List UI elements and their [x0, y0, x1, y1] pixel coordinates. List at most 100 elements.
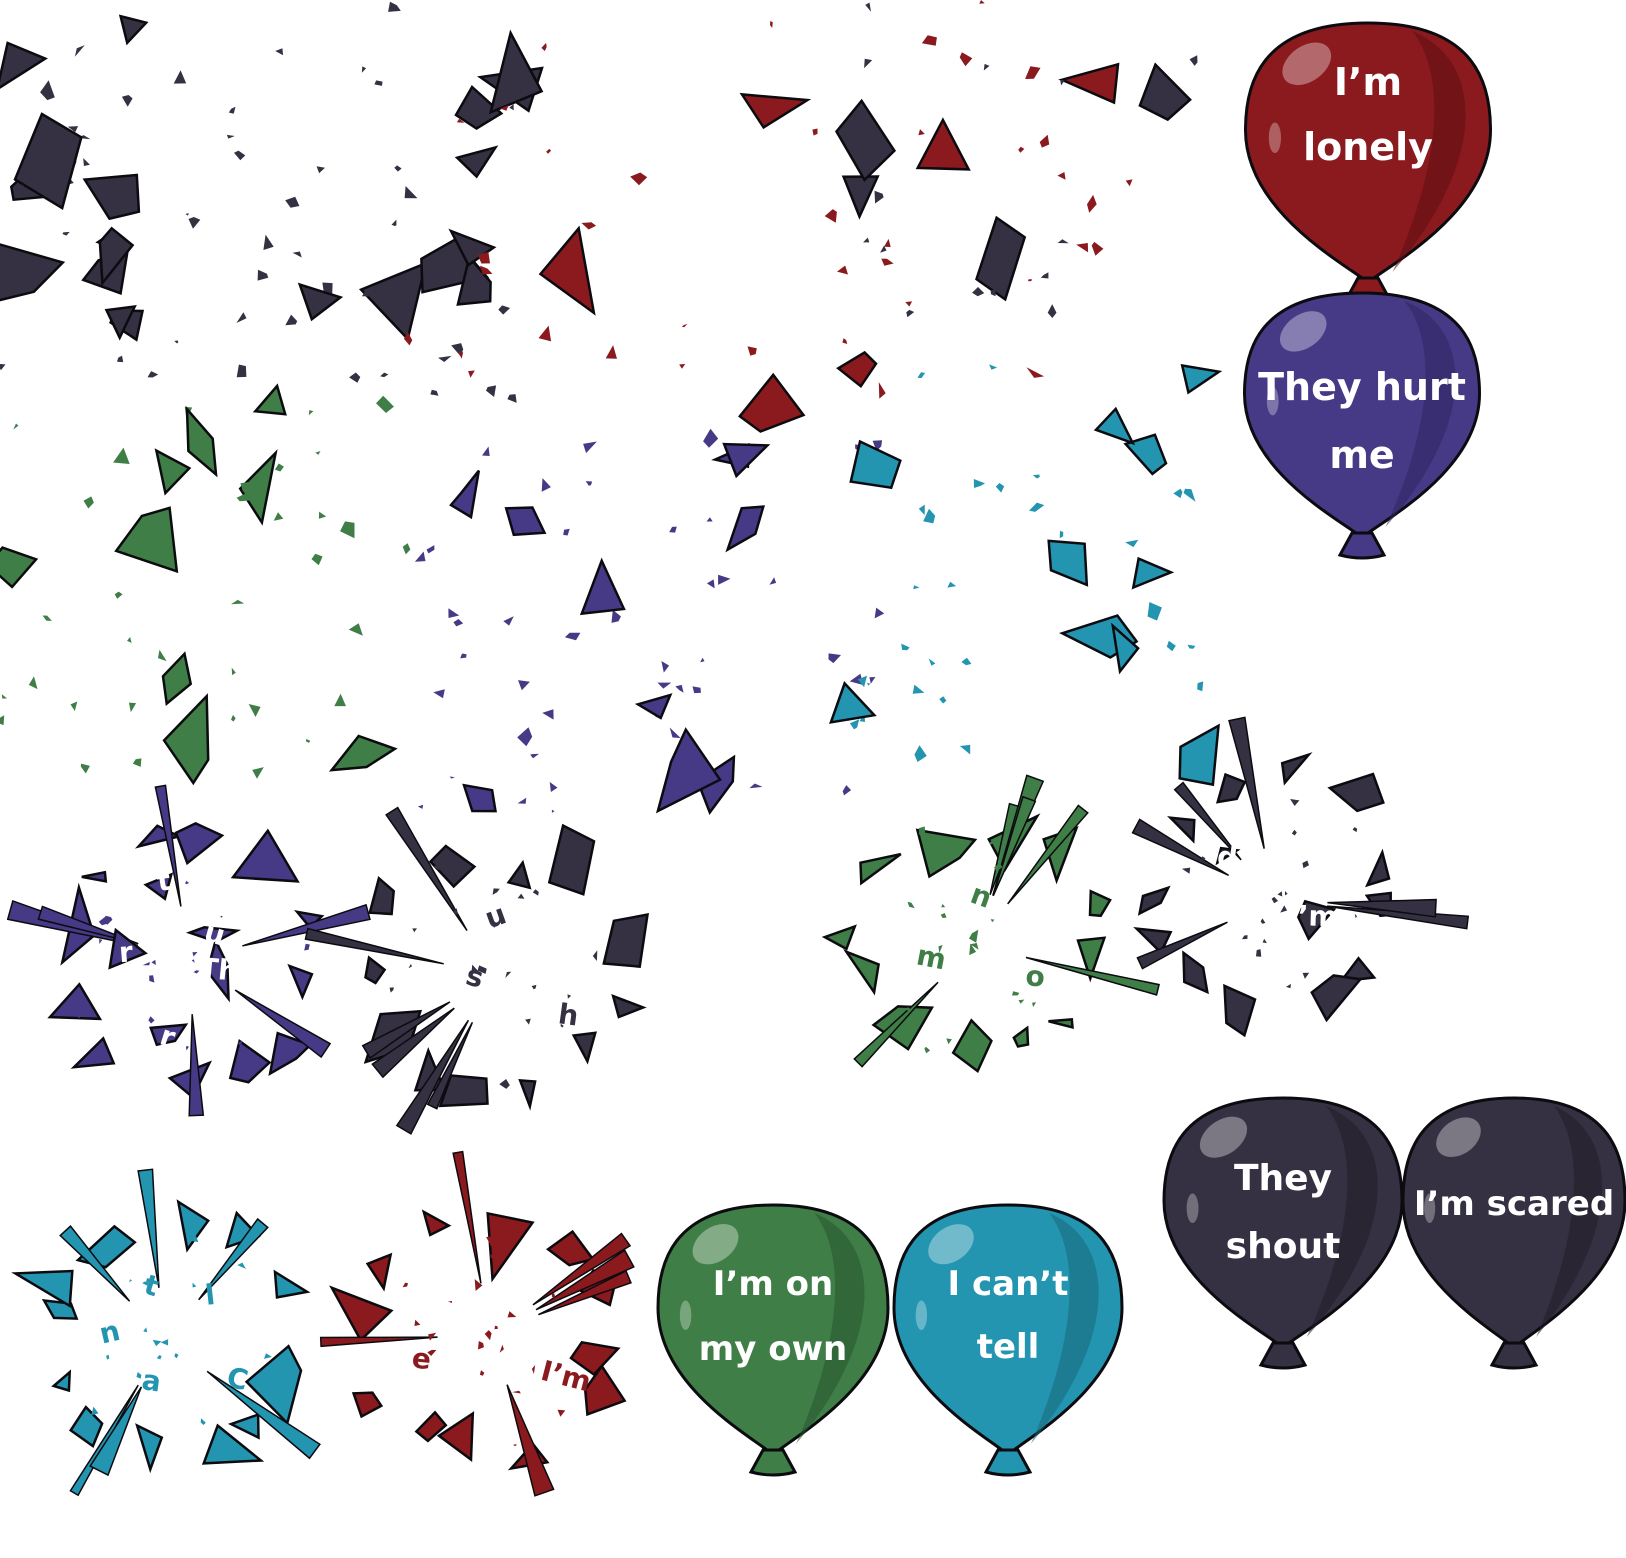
confetti-piece — [318, 511, 327, 519]
confetti-piece — [433, 689, 445, 699]
confetti-piece — [865, 2, 871, 12]
confetti-piece — [972, 287, 985, 297]
confetti-piece — [907, 901, 915, 909]
confetti-piece — [906, 309, 915, 318]
confetti-piece — [328, 734, 398, 772]
confetti-piece — [453, 908, 458, 915]
burst-letter: n — [96, 1314, 123, 1351]
confetti-piece — [185, 1046, 189, 1051]
confetti-piece — [739, 92, 812, 130]
confetti-piece — [104, 304, 137, 341]
confetti-piece — [679, 363, 686, 369]
burst-streak — [1327, 898, 1437, 918]
confetti-piece — [924, 1046, 931, 1054]
popped-balloon-red: I’mey — [319, 1150, 635, 1497]
confetti-piece — [129, 1279, 132, 1283]
burst-streak — [1228, 716, 1265, 849]
confetti-piece — [479, 1370, 485, 1376]
balloon-label-line: lonely — [1303, 125, 1433, 169]
balloon-shine — [1282, 42, 1332, 86]
confetti-piece — [661, 661, 670, 673]
confetti-piece — [567, 994, 572, 999]
confetti-piece — [1310, 974, 1363, 1023]
confetti-piece — [287, 963, 314, 1001]
confetti-piece — [1091, 241, 1104, 256]
confetti-piece — [1123, 433, 1168, 476]
confetti-piece — [700, 657, 705, 663]
burst-streak — [304, 927, 444, 965]
burst-streak — [506, 1384, 555, 1497]
confetti-piece — [1076, 243, 1089, 253]
confetti-piece — [938, 944, 943, 953]
confetti-piece — [228, 1039, 272, 1084]
confetti-piece — [365, 1252, 393, 1292]
balloon-shine-small — [679, 1300, 692, 1330]
confetti-piece — [874, 607, 885, 619]
balloon-label-line: tell — [977, 1327, 1040, 1367]
confetti-piece — [482, 446, 490, 456]
confetti-piece — [136, 1372, 142, 1379]
balloon-knot — [1337, 531, 1387, 560]
confetti-piece — [951, 1018, 993, 1074]
burst-letter: u — [481, 897, 511, 935]
confetti-piece — [532, 889, 539, 896]
confetti-piece — [569, 1340, 621, 1377]
confetti-piece — [151, 959, 156, 965]
confetti-piece — [989, 840, 994, 845]
confetti-piece — [428, 844, 477, 889]
confetti-piece — [918, 504, 925, 516]
confetti-piece — [70, 701, 78, 711]
confetti-piece — [1354, 913, 1357, 919]
confetti-piece — [98, 916, 108, 926]
confetti-piece — [477, 965, 487, 974]
confetti-piece — [921, 35, 937, 46]
confetti-piece — [884, 238, 891, 247]
confetti-piece — [969, 943, 977, 956]
confetti-piece — [503, 616, 514, 626]
burst-letter: l — [204, 1278, 217, 1312]
confetti-piece — [263, 234, 274, 250]
confetti-piece — [517, 797, 527, 804]
confetti-piece — [849, 719, 860, 730]
confetti-piece — [1125, 179, 1133, 187]
confetti-piece — [551, 809, 555, 813]
burst-streak — [89, 1386, 143, 1477]
confetti-piece — [388, 1, 401, 12]
confetti-piece — [315, 451, 321, 455]
confetti-piece — [231, 599, 245, 605]
balloon-shade — [1030, 1213, 1099, 1444]
confetti-piece — [428, 1332, 437, 1341]
confetti-piece — [414, 551, 426, 562]
confetti-piece — [135, 1423, 164, 1474]
confetti-piece — [1291, 829, 1297, 836]
confetti-piece — [244, 1344, 303, 1426]
confetti-piece — [579, 557, 626, 616]
burst-letter: a — [140, 1363, 163, 1398]
confetti-piece — [849, 439, 902, 490]
confetti-piece — [946, 1038, 952, 1045]
confetti-piece — [185, 405, 218, 478]
confetti-piece — [42, 615, 52, 621]
confetti-piece — [517, 893, 525, 899]
confetti-piece — [275, 48, 284, 56]
confetti-piece — [358, 261, 428, 342]
confetti-piece — [118, 14, 149, 46]
confetti-piece — [391, 219, 397, 226]
confetti-piece — [67, 126, 79, 133]
confetti-piece — [231, 667, 236, 676]
confetti-piece — [913, 585, 920, 590]
confetti-piece — [581, 222, 597, 230]
confetti-piece — [867, 682, 871, 686]
confetti-piece — [545, 1368, 550, 1372]
burst-streak — [361, 1001, 451, 1060]
confetti-piece — [551, 1293, 556, 1298]
confetti-piece — [549, 782, 558, 792]
confetti-piece — [83, 158, 90, 166]
confetti-piece — [1125, 539, 1139, 548]
confetti-piece — [174, 340, 179, 344]
confetti-piece — [1192, 964, 1195, 970]
confetti-piece — [1280, 905, 1288, 913]
